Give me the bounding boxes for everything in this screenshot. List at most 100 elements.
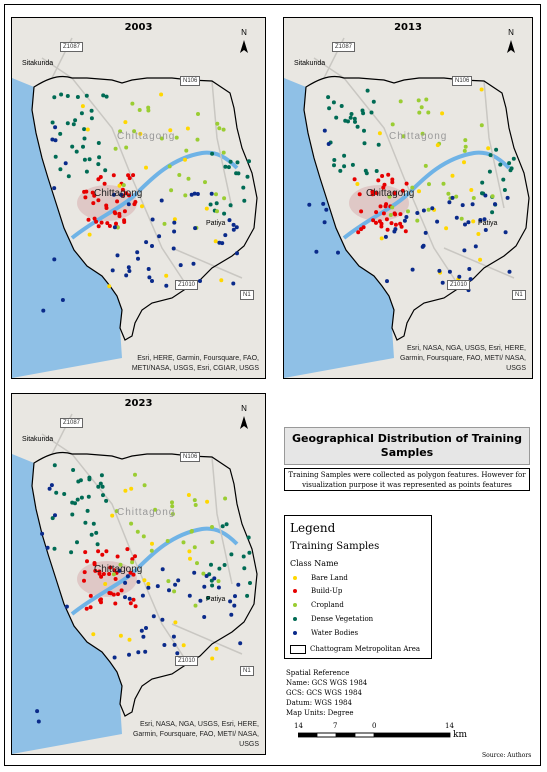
training-sample-point [371,99,376,104]
training-sample-point [507,269,512,274]
training-sample-point [97,569,102,574]
map-2003[interactable]: 2003 N Sitakunda Chittagong Chittagong Patiya… [11,17,266,379]
training-sample-point [100,552,105,557]
training-sample-point [167,588,171,593]
training-sample-point [146,108,151,113]
training-sample-point [192,498,197,503]
training-sample-point [505,195,510,200]
training-sample-point [92,193,97,198]
scale-bar-graphic [297,732,451,738]
training-sample-point [423,230,428,235]
training-sample-point [406,209,410,214]
training-sample-point [421,208,426,213]
training-sample-point [103,582,108,586]
training-sample-point [141,634,146,639]
training-sample-point [172,220,177,225]
training-sample-point [123,488,128,493]
training-sample-point [113,601,118,606]
river-line [70,150,239,240]
training-sample-point [123,595,127,600]
training-sample-point [221,150,226,155]
training-sample-point [96,162,101,167]
training-sample-point [454,215,459,220]
training-sample-point [471,196,476,200]
water-bodies-dot-icon [293,631,297,635]
training-sample-point [374,210,379,215]
training-sample-point [125,574,130,579]
training-sample-point [83,550,88,555]
training-sample-point [107,284,112,289]
training-sample-point [171,246,176,251]
training-sample-point [177,173,182,177]
map-note: Training Samples were collected as polyg… [284,468,530,491]
training-sample-point [324,207,329,212]
training-sample-point [104,94,109,99]
training-sample-point [167,164,172,169]
training-sample-point [229,552,234,557]
training-sample-point [117,568,122,573]
road-shield-z1087: Z1087 [60,418,84,428]
road-line-0 [313,57,460,287]
training-sample-point [52,186,57,191]
training-sample-point [130,560,135,565]
training-sample-point [387,194,392,199]
training-sample-point [129,521,134,526]
training-sample-point [187,549,192,554]
training-sample-point [400,188,405,193]
road-line-0 [41,433,188,663]
training-sample-point [424,97,429,102]
training-sample-point [385,227,390,232]
training-sample-point [364,171,369,176]
training-sample-point [231,281,236,286]
training-sample-point [210,525,214,529]
training-sample-point [164,283,169,288]
page-border [4,4,541,766]
training-sample-point [334,115,339,120]
training-sample-point [435,219,440,224]
training-sample-point [386,172,391,177]
map-2023[interactable]: 2023 N Sitakunda Chittagong Chittagong Patiya… [11,393,266,755]
training-sample-point [104,549,109,554]
training-sample-point [195,137,200,142]
training-sample-point [241,185,246,190]
training-sample-point [142,578,147,583]
road-shield-z1087: Z1087 [332,42,356,52]
training-sample-point [399,224,404,229]
scale-label-0: 0 [372,722,377,730]
training-sample-point [203,180,207,185]
training-sample-point [58,131,63,136]
training-sample-point [133,472,137,477]
training-sample-point [146,582,151,586]
training-sample-point [423,163,428,168]
training-sample-point [127,652,131,657]
training-sample-point [107,591,112,595]
map-canvas [12,413,258,754]
training-sample-point [374,191,379,196]
legend-class-header: Class Name [290,559,339,568]
urban-area [77,561,137,597]
training-sample-point [501,177,506,182]
training-sample-point [128,601,133,606]
training-sample-point [342,153,347,158]
training-sample-point [118,562,123,567]
training-sample-point [169,188,174,193]
training-sample-point [128,570,133,575]
training-sample-point [426,110,431,115]
training-sample-point [356,230,361,235]
training-sample-point [509,166,514,171]
training-sample-point [98,175,103,179]
scale-unit: km [453,730,467,740]
training-sample-point [398,99,403,104]
training-sample-point [164,273,169,278]
training-sample-point [176,578,181,583]
training-sample-point [463,222,467,227]
training-sample-point [392,191,397,196]
training-sample-point [470,202,475,207]
training-sample-point [193,503,198,507]
training-sample-point [210,540,215,545]
training-sample-point [75,95,80,99]
training-sample-point [101,93,106,98]
training-sample-point [362,128,366,133]
training-sample-point [494,147,499,152]
map-2013[interactable]: 2013 N Sitakunda Chittagong Chittagong Patiya… [283,17,533,379]
